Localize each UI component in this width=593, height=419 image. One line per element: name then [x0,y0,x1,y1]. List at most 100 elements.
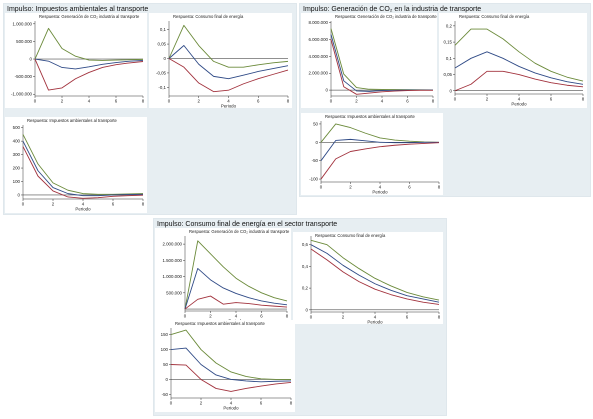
series-line-upper [320,123,440,143]
chart-title: Respuesta: Generación de CO₂ industria d… [335,14,437,19]
x-axis-label: Periodo [221,104,237,109]
y-tick-label: 50 [313,121,318,126]
chart-title: Respuesta: Consumo final de energía [459,14,530,19]
x-tick-label: 6 [550,97,553,102]
y-tick-label: 50 [163,362,168,367]
y-tick-label: -50 [162,392,169,397]
y-tick-label: 0,2 [446,23,453,28]
irf-chart: Respuesta: Impuestos ambientales al tran… [5,117,147,213]
x-tick-label: 4 [235,314,238,319]
chart-title: Respuesta: Impuestos ambientales al tran… [325,114,416,119]
x-tick-label: 4 [82,202,85,207]
y-tick-label: -500.000 [15,74,33,79]
x-axis-label: Periodo [511,102,527,107]
chart-svg: Respuesta: Consumo final de energía -0,1 -… [156,14,290,109]
y-tick-label: 0 [326,88,329,93]
x-tick-label: 2 [200,401,203,406]
series-line-lower [330,39,434,95]
irf-chart: Respuesta: Consumo final de energía -0,1 -… [149,13,292,109]
series-line-lower [168,58,289,93]
y-tick-label: 6.000.000 [308,37,328,42]
x-axis-label: Periodo [75,207,91,212]
series-line-mid [184,268,288,310]
series-line-upper [34,27,144,61]
series-line-mid [34,58,144,70]
y-tick-label: 4.000.000 [308,54,328,59]
chart-title: Respuesta: Generación de CO₂ industria a… [39,14,140,19]
x-tick-label: 8 [287,99,290,104]
x-tick-label: 8 [286,314,289,319]
panel-title: Impulso: Impuestos ambientales al transp… [7,6,149,13]
x-tick-label: 2 [355,99,358,104]
x-tick-label: 8 [438,315,441,320]
chart-svg: Respuesta: Impuestos ambientales al tran… [309,114,441,195]
irf-chart: Respuesta: Consumo final de energía 0 0,05… [439,13,587,108]
x-tick-label: 2 [486,97,489,102]
irf-chart: Respuesta: Consumo final de energía 0 0,2 0… [293,232,443,325]
chart-svg: Respuesta: Consumo final de energía 0 0,05… [443,14,584,107]
y-tick-label: 0,2 [302,286,309,291]
x-tick-label: 0 [330,99,333,104]
y-tick-label: 0 [450,88,453,93]
y-tick-label: 0,05 [443,72,452,77]
y-tick-label: 500 [13,125,21,130]
x-tick-label: 2 [198,99,201,104]
series-line-upper [330,28,434,91]
series-line-mid [22,140,144,197]
y-tick-label: 0 [164,56,167,61]
y-tick-label: 100 [161,347,169,352]
x-tick-label: 8 [438,185,441,190]
panel-title: Impulso: Consumo final de energía en el … [157,221,338,228]
series-line-lower [454,70,584,92]
series-line-lower [22,146,144,199]
x-tick-label: 0 [320,185,323,190]
y-tick-label: -1.000.000 [11,92,33,97]
y-tick-label: 300 [13,152,21,157]
chart-title: Respuesta: Consumo final de energía [173,14,244,19]
chart-title: Respuesta: Impuestos ambientales al tran… [27,118,118,123]
series-line-mid [454,51,584,85]
irf-chart: Respuesta: Impuestos ambientales al tran… [155,320,295,412]
x-tick-label: 4 [374,315,377,320]
x-tick-label: 4 [227,99,230,104]
x-tick-label: 6 [406,99,409,104]
panel-title: Impulso: Generación de CO₂ en la industr… [303,6,482,13]
x-axis-label: Periodo [372,190,388,195]
x-tick-label: 4 [230,401,233,406]
y-tick-label: 100 [13,179,21,184]
y-tick-label: 0,6 [302,242,309,247]
y-tick-label: 0,15 [443,40,452,45]
chart-title: Respuesta: Impuestos ambientales al tran… [175,321,266,326]
x-tick-label: 6 [406,315,409,320]
x-tick-label: 4 [379,185,382,190]
y-tick-label: 0,1 [160,27,167,32]
y-tick-label: 2.000.000 [308,71,328,76]
x-axis-label: Periodo [367,320,383,325]
series-line-lower [310,248,440,305]
x-tick-label: 2 [209,314,212,319]
y-tick-label: 150 [161,332,169,337]
series-line-upper [184,240,288,310]
y-tick-label: 8.000.000 [308,20,328,25]
x-tick-label: 6 [257,99,260,104]
x-tick-label: 0 [184,314,187,319]
series-line-lower [320,142,440,180]
y-tick-label: 0 [18,192,21,197]
y-tick-label: 2.000.000 [162,242,182,247]
series-line-upper [454,28,584,82]
x-tick-label: 2 [342,315,345,320]
x-tick-label: 0 [168,99,171,104]
irf-chart: Respuesta: Generación de CO₂ industria a… [5,13,147,108]
x-tick-label: 0 [454,97,457,102]
series-line-mid [330,34,433,92]
y-tick-label: -0,1 [158,85,166,90]
y-tick-label: 1.000.000 [12,21,32,26]
series-line-lower [184,295,288,310]
x-tick-label: 0 [310,315,313,320]
x-tick-label: 8 [432,99,435,104]
x-tick-label: 6 [408,185,411,190]
chart-title: Respuesta: Generación de CO₂ industria a… [189,229,290,234]
x-axis-label: Periodo [223,406,239,411]
y-tick-label: 0,05 [157,42,166,47]
x-tick-label: 6 [260,314,263,319]
